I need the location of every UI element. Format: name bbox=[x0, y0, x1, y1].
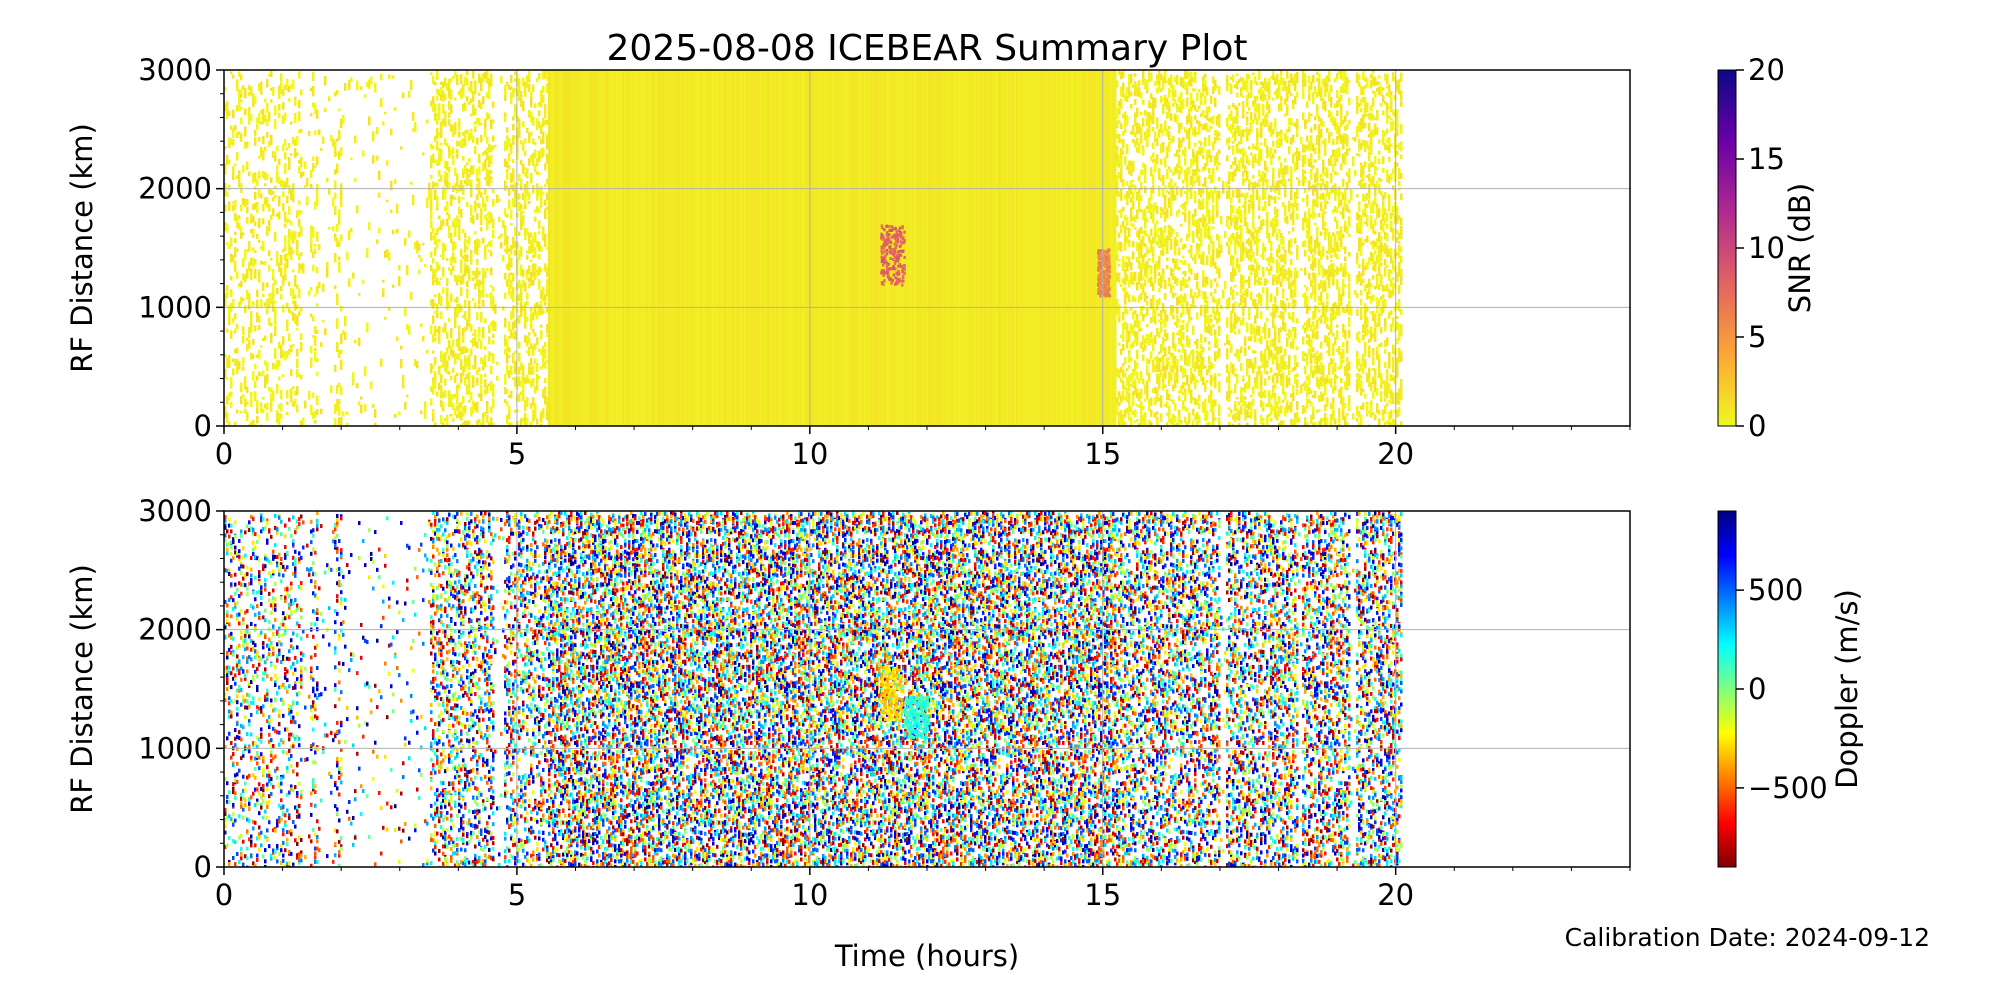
snr-ylabel: RF Distance (km) bbox=[65, 123, 99, 373]
chart-title: 2025-08-08 ICEBEAR Summary Plot bbox=[607, 28, 1248, 69]
colorbar-tick-label: 5 bbox=[1748, 320, 1766, 354]
colorbar-tick-label: 0 bbox=[1748, 409, 1766, 443]
x-tick-label: 10 bbox=[791, 437, 828, 471]
doppler-colorbar-label: Doppler (m/s) bbox=[1830, 589, 1864, 789]
doppler-panel: 0 5 10 15 20 0 1000 2000 3000 RF Distance (km) T… bbox=[65, 494, 1631, 973]
xlabel: Time (hours) bbox=[834, 939, 1019, 973]
x-tick-label: 15 bbox=[1084, 437, 1121, 471]
calibration-date: Calibration Date: 2024-09-12 bbox=[1565, 923, 1930, 952]
y-tick-label: 2000 bbox=[138, 613, 212, 647]
y-tick-label: 0 bbox=[194, 850, 212, 884]
y-tick-label: 3000 bbox=[138, 53, 212, 87]
x-tick-label: 0 bbox=[215, 437, 233, 471]
x-tick-label: 20 bbox=[1377, 878, 1414, 912]
snr-panel: 0 5 10 15 20 0 1000 2000 3000 RF Distance (km) bbox=[65, 53, 1631, 471]
colorbar-tick-label: −500 bbox=[1748, 771, 1828, 805]
colorbar-tick-label: 500 bbox=[1748, 573, 1803, 607]
x-tick-label: 10 bbox=[791, 878, 828, 912]
doppler-colorbar: −500 0 500 Doppler (m/s) bbox=[1717, 510, 1864, 868]
x-tick-label: 0 bbox=[215, 878, 233, 912]
snr-colorbar-label: SNR (dB) bbox=[1783, 183, 1817, 313]
y-tick-label: 1000 bbox=[138, 290, 212, 324]
colorbar-tick-label: 20 bbox=[1748, 53, 1785, 87]
x-tick-label: 20 bbox=[1377, 437, 1414, 471]
x-tick-label: 5 bbox=[508, 878, 526, 912]
snr-colorbar: 0 5 10 15 20 SNR (dB) bbox=[1717, 53, 1817, 443]
colorbar-tick-label: 0 bbox=[1748, 672, 1766, 706]
doppler-ylabel: RF Distance (km) bbox=[65, 564, 99, 814]
y-tick-label: 1000 bbox=[138, 731, 212, 765]
colorbar-tick-label: 10 bbox=[1748, 231, 1785, 265]
colorbar-tick-label: 15 bbox=[1748, 142, 1785, 176]
x-tick-label: 15 bbox=[1084, 878, 1121, 912]
y-tick-label: 2000 bbox=[138, 172, 212, 206]
x-tick-label: 5 bbox=[508, 437, 526, 471]
y-tick-label: 3000 bbox=[138, 494, 212, 528]
y-tick-label: 0 bbox=[194, 409, 212, 443]
